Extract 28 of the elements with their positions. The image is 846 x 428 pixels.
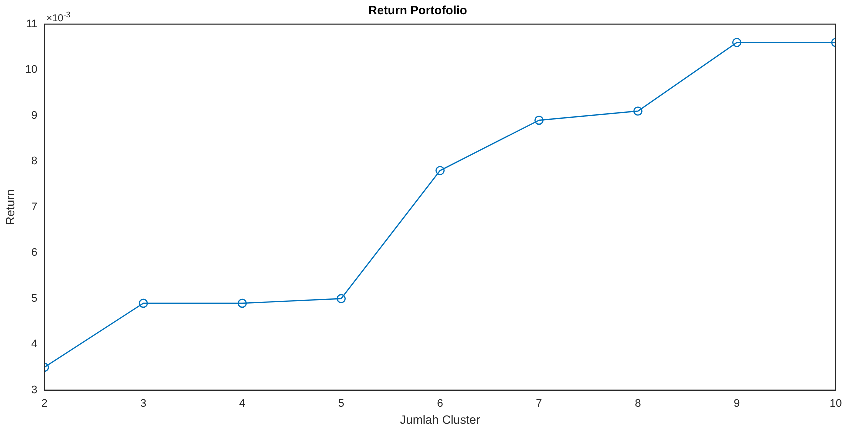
y-tick-label: 7 [32,201,38,214]
chart-title: Return Portofolio [368,4,468,18]
y-tick-label: 4 [32,338,38,351]
x-tick-label: 2 [42,398,48,410]
point [138,298,148,308]
point [732,38,742,48]
y-tick-label: 8 [32,156,38,168]
x-tick-label: 10 [830,398,842,410]
y-tick-label: 11 [26,18,38,30]
y-axis-title: Return [4,189,18,226]
x-tick-label: 4 [239,398,246,410]
y-tick-label: 3 [32,384,38,396]
x-tick-label: 7 [536,398,542,410]
x-tick-label: 3 [140,398,147,410]
point [238,298,248,308]
y-tick-label: 6 [32,247,38,260]
x-tick-label: 8 [635,398,642,410]
y-tick-label: 10 [25,64,38,76]
point [436,166,445,176]
x-axis-title: Jumlah Cluster [400,413,480,428]
point [534,116,544,126]
point [336,294,346,304]
x-tick-label: 6 [437,398,444,410]
y-tick-label: 5 [32,292,38,305]
x-tick-label: 5 [338,398,344,410]
point [634,106,643,116]
x-tick-label: 9 [734,398,740,410]
y-tick-label: 9 [32,110,38,122]
